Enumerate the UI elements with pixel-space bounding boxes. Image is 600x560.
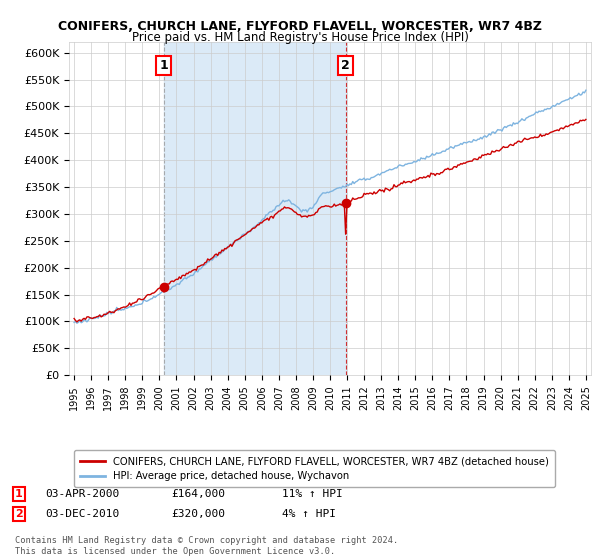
Text: CONIFERS, CHURCH LANE, FLYFORD FLAVELL, WORCESTER, WR7 4BZ: CONIFERS, CHURCH LANE, FLYFORD FLAVELL, …	[58, 20, 542, 32]
Text: 03-DEC-2010: 03-DEC-2010	[45, 509, 119, 519]
Text: 03-APR-2000: 03-APR-2000	[45, 489, 119, 499]
Text: 1: 1	[15, 489, 23, 499]
Text: 2: 2	[15, 509, 23, 519]
Text: 4% ↑ HPI: 4% ↑ HPI	[282, 509, 336, 519]
Text: Contains HM Land Registry data © Crown copyright and database right 2024.
This d: Contains HM Land Registry data © Crown c…	[15, 536, 398, 556]
Text: 2: 2	[341, 59, 350, 72]
Legend: CONIFERS, CHURCH LANE, FLYFORD FLAVELL, WORCESTER, WR7 4BZ (detached house), HPI: CONIFERS, CHURCH LANE, FLYFORD FLAVELL, …	[74, 450, 555, 487]
Text: 11% ↑ HPI: 11% ↑ HPI	[282, 489, 343, 499]
Text: £320,000: £320,000	[171, 509, 225, 519]
Bar	[164, 42, 346, 375]
Text: Price paid vs. HM Land Registry's House Price Index (HPI): Price paid vs. HM Land Registry's House …	[131, 31, 469, 44]
Text: 1: 1	[160, 59, 168, 72]
Text: £164,000: £164,000	[171, 489, 225, 499]
